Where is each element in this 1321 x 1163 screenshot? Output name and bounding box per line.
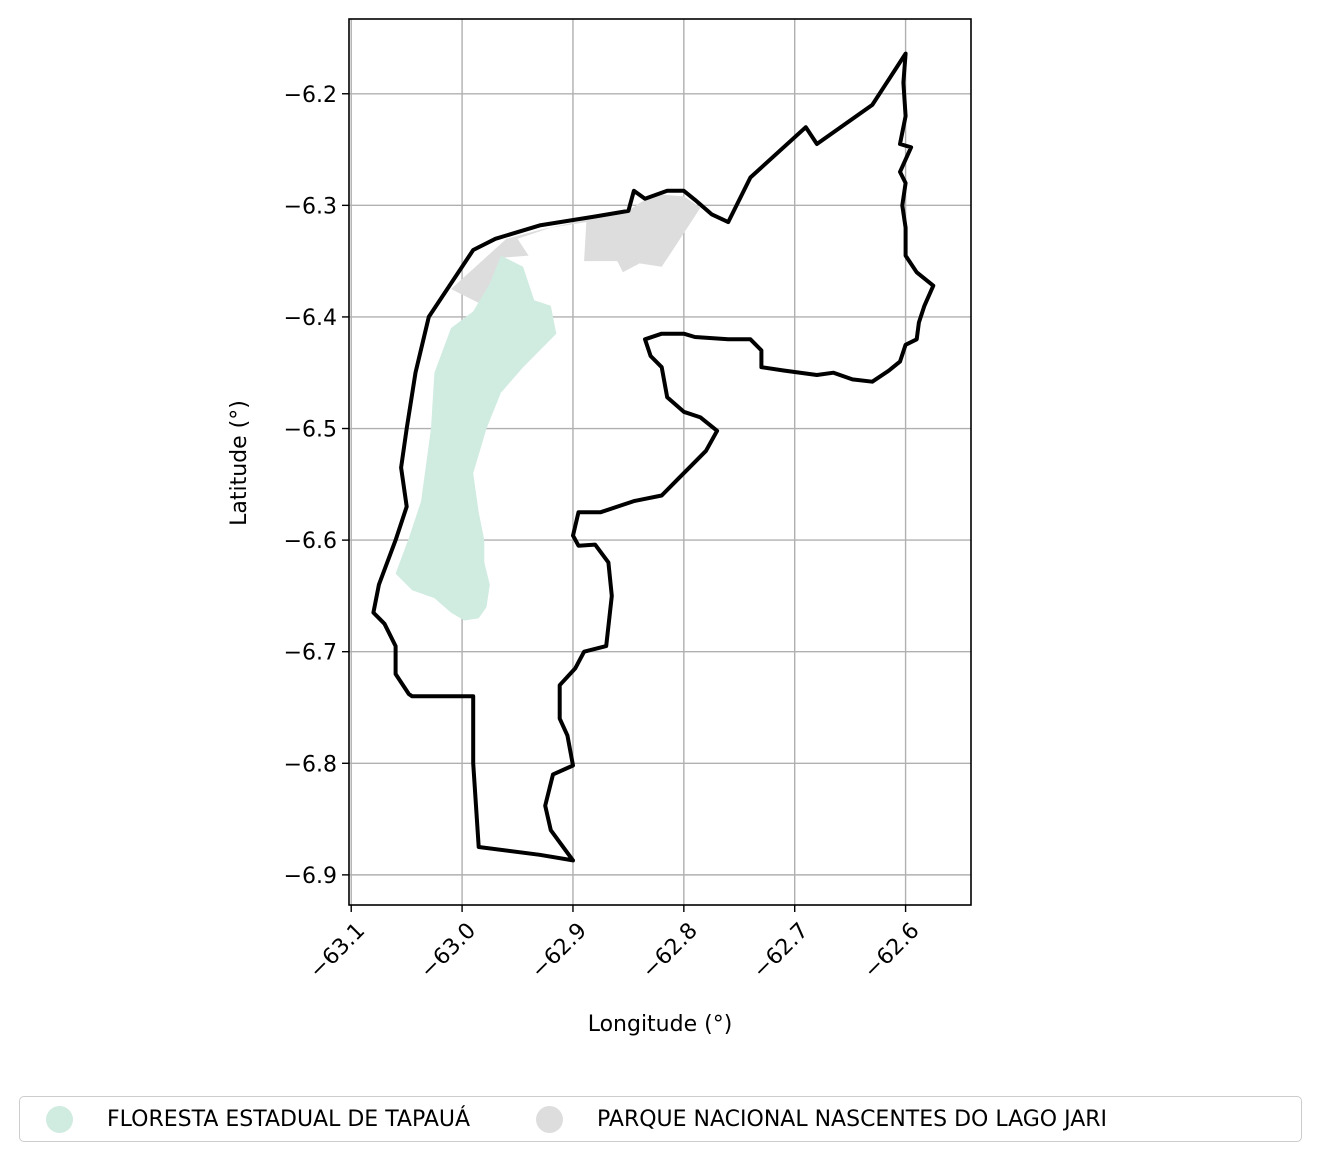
y-tick-label: −6.3 [284, 194, 337, 219]
x-tick-label: −62.9 [527, 918, 592, 983]
x-tick-label: −62.7 [748, 918, 813, 983]
legend-marker-parque [536, 1105, 564, 1133]
legend-item-parque: PARQUE NACIONAL NASCENTES DO LAGO JARI [536, 1105, 1108, 1133]
y-tick-label: −6.2 [284, 83, 337, 108]
y-tick-label: −6.6 [284, 529, 337, 554]
legend: FLORESTA ESTADUAL DE TAPAUÁ PARQUE NACIO… [19, 1096, 1302, 1142]
x-tick-label: −62.6 [859, 918, 924, 983]
plot-frame [348, 18, 972, 906]
legend-label-floresta: FLORESTA ESTADUAL DE TAPAUÁ [107, 1106, 471, 1132]
legend-marker-floresta [46, 1105, 73, 1133]
area-floresta-estadual-de-tapaua [395, 255, 557, 621]
y-tick-label: −6.5 [284, 418, 337, 443]
y-tick-label: −6.9 [284, 864, 337, 889]
x-tick-label: −63.1 [305, 918, 370, 983]
legend-label-parque: PARQUE NACIONAL NASCENTES DO LAGO JARI [597, 1106, 1108, 1132]
y-tick-label: −6.8 [284, 752, 337, 777]
map-layers [371, 51, 936, 863]
y-axis-title: Latitude (°) [227, 400, 252, 526]
area-parque-nacional-nascentes-do-lago-jari [451, 194, 701, 306]
legend-item-floresta: FLORESTA ESTADUAL DE TAPAUÁ [46, 1105, 471, 1133]
y-tick-label: −6.4 [284, 306, 337, 331]
x-axis-title: Longitude (°) [588, 1012, 733, 1037]
x-tick-label: −63.0 [416, 918, 481, 983]
map-figure: −63.1 −63.0 −62.9 −62.8 −62.7 −62.6 −6.2 −6.3 −6… [227, 18, 972, 1037]
x-tick-label: −62.8 [637, 918, 702, 983]
y-tick-label: −6.7 [284, 641, 337, 666]
municipality-boundary [371, 51, 936, 863]
